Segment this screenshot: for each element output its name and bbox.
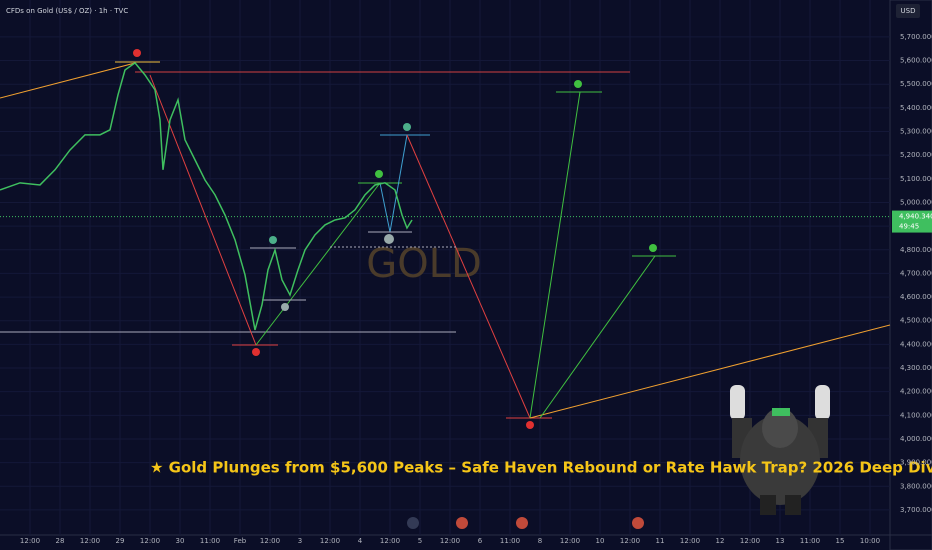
currency-badge	[896, 4, 920, 18]
mascot	[730, 385, 830, 515]
x-tick-label: 8	[538, 537, 542, 545]
y-tick-label: 4,700.000	[900, 269, 932, 277]
symbol-header: CFDs on Gold (US$ / OZ) · 1h · TVC	[6, 7, 128, 15]
x-tick-label: 12:00	[620, 537, 640, 545]
x-tick-label: 12:00	[140, 537, 160, 545]
y-tick-label: 4,000.000	[900, 435, 932, 443]
x-tick-label: 12:00	[560, 537, 580, 545]
x-tick-label: 12:00	[740, 537, 760, 545]
y-tick-label: 5,600.000	[900, 57, 932, 65]
x-tick-label: 12:00	[20, 537, 40, 545]
y-tick-label: 4,200.000	[900, 388, 932, 396]
x-tick-label: 12:00	[260, 537, 280, 545]
x-tick-label: 29	[116, 537, 125, 545]
currency: USD	[901, 7, 916, 15]
x-tick-label: 6	[478, 537, 483, 545]
y-tick-label: 3,700.000	[900, 506, 932, 514]
x-tick-label: 11	[656, 537, 665, 545]
x-tick-label: 5	[418, 537, 422, 545]
y-tick-label: 3,800.000	[900, 482, 932, 490]
x-tick-label: 11:00	[800, 537, 820, 545]
x-tick-label: 12:00	[80, 537, 100, 545]
x-tick-label: 13	[776, 537, 785, 545]
x-tick-label: 12:00	[320, 537, 340, 545]
y-tick-label: 4,100.000	[900, 411, 932, 419]
y-tick-label: 4,400.000	[900, 340, 932, 348]
y-tick-label: 5,500.000	[900, 80, 932, 88]
event-icons	[407, 517, 644, 529]
x-tick-label: 10	[596, 537, 605, 545]
watermark: GOLD	[366, 241, 482, 287]
current-price-label: 4,940.340	[899, 213, 932, 221]
price-line	[0, 61, 413, 331]
y-tick-label: 5,100.000	[900, 175, 932, 183]
x-tick-label: 10:00	[860, 537, 880, 545]
x-tick-label: 12:00	[380, 537, 400, 545]
x-tick-label: Feb	[234, 537, 247, 545]
y-tick-label: 4,600.000	[900, 293, 932, 301]
x-tick-label: 15	[836, 537, 845, 545]
x-tick-label: 12:00	[440, 537, 460, 545]
y-tick-label: 5,000.000	[900, 198, 932, 206]
y-tick-label: 4,800.000	[900, 246, 932, 254]
x-tick-label: 30	[176, 537, 185, 545]
x-tick-label: 11:00	[500, 537, 520, 545]
y-tick-label: 5,700.000	[900, 33, 932, 41]
y-tick-label: 4,300.000	[900, 364, 932, 372]
drawings	[0, 49, 891, 429]
x-tick-label: 3	[298, 537, 302, 545]
headline: ★ Gold Plunges from $5,600 Peaks – Safe …	[150, 459, 932, 477]
current-price-box	[892, 210, 932, 233]
y-tick-label: 5,300.000	[900, 128, 932, 136]
x-tick-label: 12	[716, 537, 725, 545]
y-tick-label: 4,500.000	[900, 317, 932, 325]
y-tick-label: 3,900.000	[900, 459, 932, 467]
countdown: 49:45	[899, 223, 919, 231]
price-axis	[889, 0, 932, 550]
y-tick-label: 5,200.000	[900, 151, 932, 159]
x-tick-label: 12:00	[680, 537, 700, 545]
x-tick-label: 28	[56, 537, 65, 545]
x-tick-label: 4	[358, 537, 363, 545]
y-tick-label: 5,400.000	[900, 104, 932, 112]
x-tick-label: 11:00	[200, 537, 220, 545]
